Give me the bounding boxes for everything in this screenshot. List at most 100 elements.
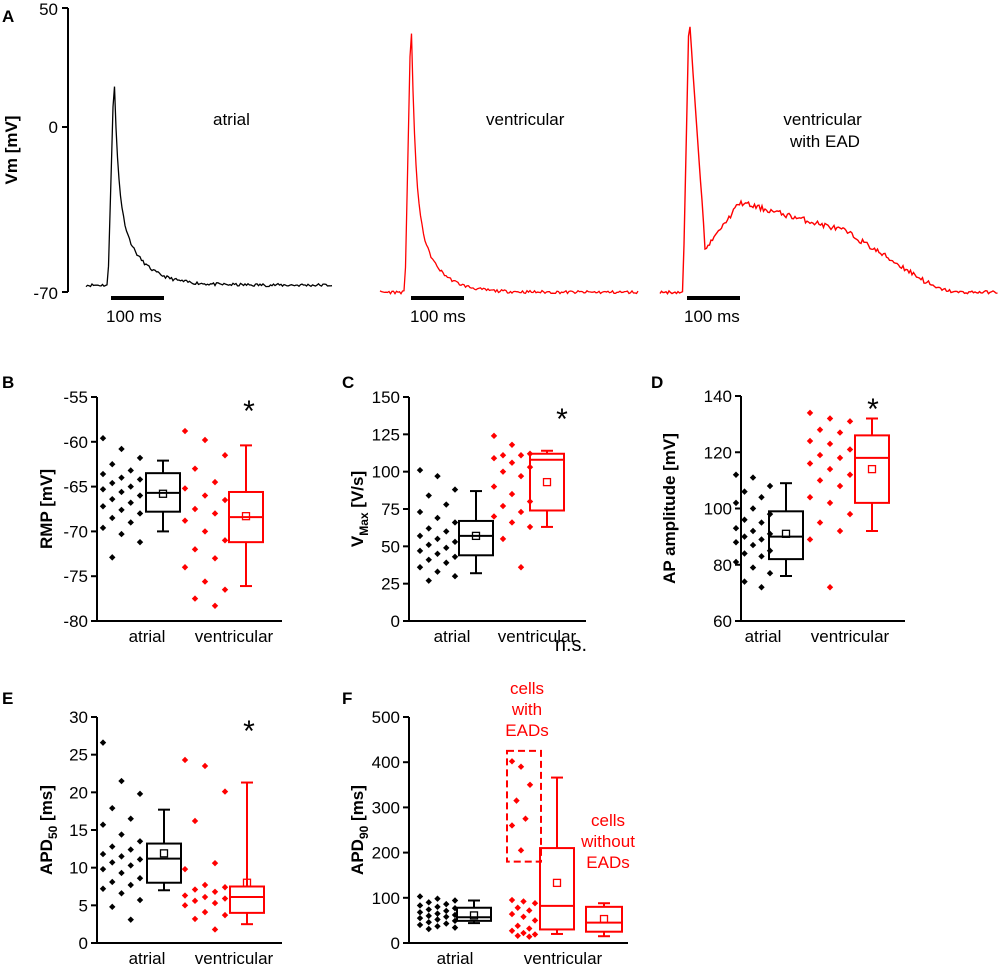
data-point <box>517 847 525 854</box>
y-tick-label: 50 <box>381 537 400 556</box>
data-point <box>221 884 229 891</box>
box-iqr <box>768 510 804 561</box>
data-point <box>732 539 740 546</box>
data-point <box>416 508 424 516</box>
data-point <box>191 817 199 825</box>
data-point <box>118 869 125 877</box>
data-point <box>109 554 116 561</box>
y-tick-label: 100 <box>372 463 400 482</box>
y-axis-label: APD90 [ms] <box>348 785 371 875</box>
x-category-label: atrial <box>745 627 782 646</box>
data-point <box>425 525 432 532</box>
y-tick-label: -75 <box>63 567 88 586</box>
data-point <box>836 527 844 535</box>
data-point <box>416 547 424 555</box>
data-point <box>836 454 844 462</box>
data-point <box>758 553 765 560</box>
data-point <box>816 451 824 459</box>
data-point <box>201 578 209 585</box>
data-point <box>520 913 527 920</box>
data-point <box>490 513 498 520</box>
data-point <box>99 503 107 510</box>
data-point <box>531 917 539 924</box>
annotation-line: without <box>580 832 635 851</box>
scalebar-label-1: 100 ms <box>106 307 162 326</box>
data-point <box>434 923 441 930</box>
panel-letter: F <box>342 689 352 708</box>
data-point <box>499 535 507 543</box>
y-tick-label: 25 <box>69 746 88 765</box>
y-tick-label: 100 <box>372 889 400 908</box>
data-point <box>508 519 516 526</box>
data-point <box>517 564 525 571</box>
data-point <box>416 902 424 909</box>
data-point <box>434 472 441 480</box>
data-point <box>425 925 432 933</box>
x-category-label: ventricular <box>524 949 603 968</box>
data-point <box>191 897 199 905</box>
x-category-label: ventricular <box>195 627 274 646</box>
data-point <box>127 519 134 526</box>
data-point <box>526 781 534 788</box>
y-tick-label: 25 <box>381 575 400 594</box>
data-point <box>201 528 209 535</box>
data-point <box>99 850 107 858</box>
data-point <box>826 465 834 473</box>
data-point <box>127 846 134 853</box>
box-iqr <box>456 906 492 922</box>
data-point <box>99 865 107 873</box>
data-point <box>490 483 498 490</box>
data-point <box>522 815 529 822</box>
data-point <box>191 505 199 513</box>
data-point <box>109 495 116 503</box>
data-point <box>526 523 534 531</box>
data-point <box>127 815 134 822</box>
data-point <box>127 916 134 923</box>
data-point <box>127 862 134 869</box>
data-point <box>508 441 516 448</box>
data-point <box>846 471 854 478</box>
significance-marker: * <box>243 715 255 748</box>
data-point <box>416 564 424 571</box>
trace-ventricular-ead <box>659 26 998 295</box>
data-point <box>758 494 765 501</box>
data-point <box>136 856 144 863</box>
box-mean <box>781 529 791 538</box>
annotation-cells-without-eads: cells without EADs <box>580 811 635 872</box>
data-point <box>434 568 441 575</box>
x-category-label: atrial <box>129 627 166 646</box>
data-point <box>136 492 144 499</box>
y-tick-label: 0 <box>391 934 400 953</box>
trace-label-ventricular-ead: ventricular with EAD <box>783 110 866 151</box>
y-label-main: APD <box>37 839 56 875</box>
data-point <box>136 476 144 483</box>
data-point <box>201 492 209 499</box>
box-iqr <box>585 905 623 933</box>
data-point <box>816 519 824 526</box>
y-tick-label: -60 <box>63 433 88 452</box>
data-point <box>732 499 740 507</box>
data-point <box>434 514 441 522</box>
y-axis-label: APD50 [ms] <box>37 785 60 875</box>
panel-a-y-label: Vm [mV] <box>2 116 21 185</box>
data-point <box>451 573 459 580</box>
data-point <box>127 483 134 490</box>
trace-label-atrial: atrial <box>213 110 250 129</box>
data-point <box>508 459 516 466</box>
data-point <box>425 906 432 913</box>
data-point <box>201 881 209 889</box>
y-label-main: APD <box>348 839 367 875</box>
y-tick-label: 150 <box>372 388 400 407</box>
data-point <box>434 916 441 923</box>
box-mean <box>867 464 877 474</box>
data-point <box>806 437 814 445</box>
data-point <box>514 904 521 911</box>
significance-marker: * <box>243 395 255 428</box>
y-tick-label: 20 <box>69 783 88 802</box>
annotation-line: EADs <box>586 853 629 872</box>
data-point <box>127 467 134 474</box>
panel-a-tick-label-50: 50 <box>39 0 58 19</box>
data-point <box>181 865 189 873</box>
data-point <box>451 486 459 493</box>
y-label-subscript: 90 <box>357 825 371 839</box>
